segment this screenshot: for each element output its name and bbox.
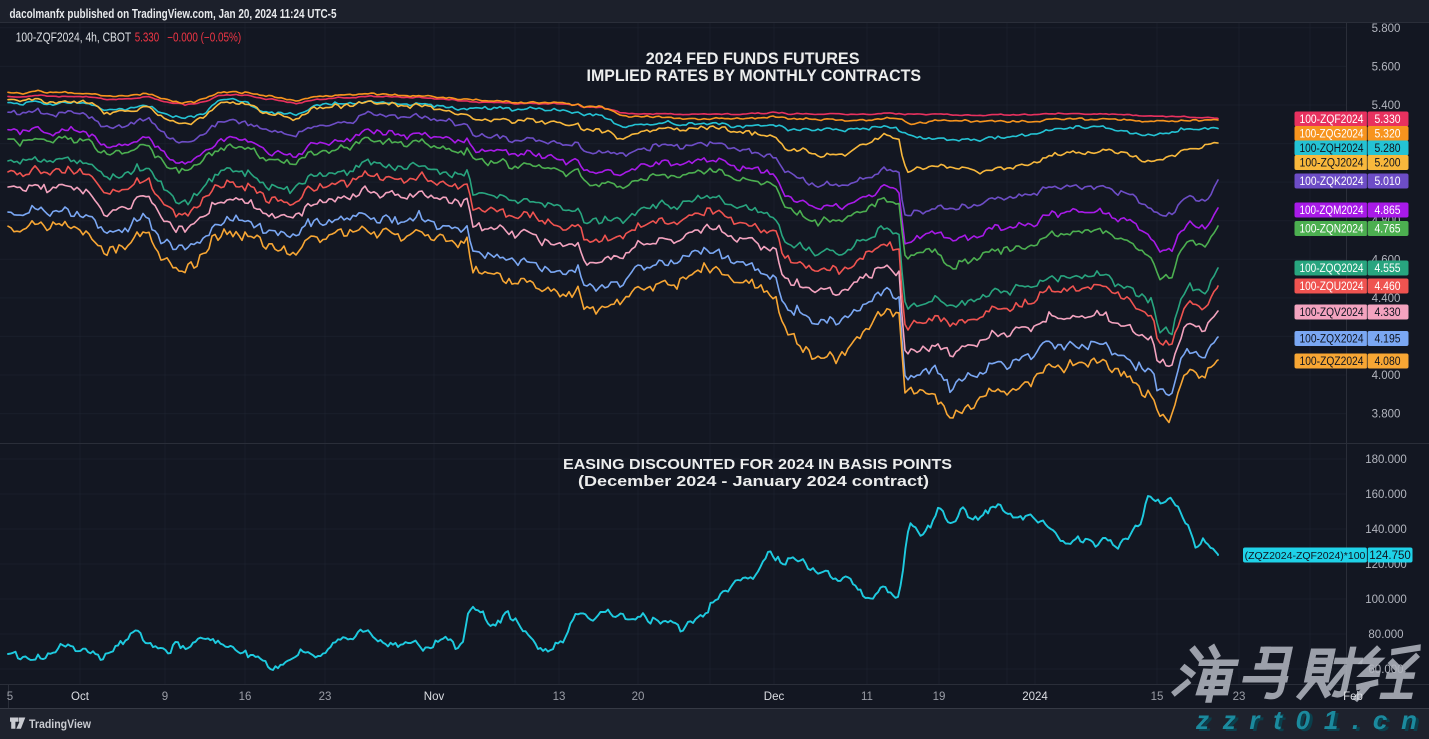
svg-text:100-ZQK2024: 100-ZQK2024 (1300, 176, 1365, 188)
svg-text:100-ZQN2024: 100-ZQN2024 (1300, 224, 1365, 236)
svg-text:5: 5 (7, 691, 13, 703)
svg-text:4.195: 4.195 (1375, 334, 1401, 346)
svg-text:dacolmanfx published on Tradin: dacolmanfx published on TradingView.com,… (10, 6, 337, 21)
svg-text:5.280: 5.280 (1375, 143, 1401, 155)
svg-text:100-ZQJ2024: 100-ZQJ2024 (1300, 158, 1365, 170)
svg-text:11: 11 (861, 691, 873, 703)
svg-text:5.200: 5.200 (1375, 158, 1401, 170)
svg-text:4.865: 4.865 (1375, 205, 1401, 217)
svg-text:EASING DISCOUNTED FOR 2024 IN: EASING DISCOUNTED FOR 2024 IN BASIS POIN… (563, 456, 952, 473)
svg-text:100-ZQM2024: 100-ZQM2024 (1300, 205, 1365, 217)
svg-text:4.330: 4.330 (1375, 307, 1401, 319)
svg-text:180.000: 180.000 (1365, 454, 1407, 466)
svg-text:60.000: 60.000 (1368, 664, 1403, 676)
svg-text:80.000: 80.000 (1368, 629, 1403, 641)
svg-text:Dec: Dec (764, 691, 785, 703)
svg-text:100-ZQF2024, 4h, CBOT: 100-ZQF2024, 4h, CBOT (16, 30, 132, 44)
svg-text:124.750: 124.750 (1369, 550, 1411, 562)
svg-text:5.600: 5.600 (1372, 61, 1401, 73)
svg-text:4.765: 4.765 (1375, 224, 1401, 236)
svg-text:100-ZQF2024: 100-ZQF2024 (1300, 114, 1365, 126)
svg-text:140.000: 140.000 (1365, 524, 1407, 536)
svg-text:5.010: 5.010 (1375, 176, 1401, 188)
svg-text:5.330: 5.330 (1375, 114, 1401, 126)
svg-text:100.000: 100.000 (1365, 594, 1407, 606)
svg-text:4.400: 4.400 (1372, 293, 1401, 305)
svg-text:IMPLIED RATES BY MONTHLY CONTR: IMPLIED RATES BY MONTHLY CONTRACTS (587, 67, 922, 85)
svg-text:3.800: 3.800 (1372, 409, 1401, 421)
svg-text:13: 13 (553, 691, 566, 703)
svg-text:TradingView: TradingView (29, 717, 92, 731)
svg-text:(December 2024 - January 2024: (December 2024 - January 2024 contract) (578, 473, 929, 490)
svg-text:100-ZQX2024: 100-ZQX2024 (1300, 334, 1365, 346)
svg-text:23: 23 (1233, 691, 1246, 703)
svg-text:100-ZQQ2024: 100-ZQQ2024 (1300, 263, 1365, 275)
svg-text:4.000: 4.000 (1372, 370, 1401, 382)
svg-text:4.080: 4.080 (1375, 356, 1401, 368)
svg-text:5.330: 5.330 (135, 30, 160, 44)
svg-text:2024: 2024 (1022, 691, 1048, 703)
svg-text:2024 FED FUNDS FUTURES: 2024 FED FUNDS FUTURES (646, 50, 860, 68)
svg-text:zzrt01.cn: zzrt01.cn (1198, 707, 1420, 737)
svg-text:−0.000 (−0.05%): −0.000 (−0.05%) (167, 30, 241, 44)
svg-text:160.000: 160.000 (1365, 489, 1407, 501)
svg-text:20: 20 (632, 691, 645, 703)
svg-text:Oct: Oct (71, 691, 90, 703)
svg-text:4.460: 4.460 (1375, 281, 1401, 293)
svg-text:9: 9 (162, 691, 168, 703)
svg-text:zzrt01.cn: zzrt01.cn (1195, 705, 1417, 735)
svg-text:5.400: 5.400 (1372, 100, 1401, 112)
svg-text:5.320: 5.320 (1375, 129, 1401, 141)
svg-text:100-ZQU2024: 100-ZQU2024 (1300, 281, 1365, 293)
svg-text:23: 23 (319, 691, 332, 703)
svg-text:5.800: 5.800 (1372, 23, 1401, 35)
svg-text:Nov: Nov (424, 691, 445, 703)
svg-text:19: 19 (933, 691, 946, 703)
svg-text:100-ZQV2024: 100-ZQV2024 (1300, 307, 1365, 319)
svg-text:16: 16 (239, 691, 252, 703)
svg-text:100-ZQZ2024: 100-ZQZ2024 (1300, 356, 1365, 368)
svg-text:Feb: Feb (1343, 691, 1363, 703)
svg-text:(ZQZ2024-ZQF2024)*100: (ZQZ2024-ZQF2024)*100 (1245, 550, 1366, 562)
svg-text:100-ZQH2024: 100-ZQH2024 (1300, 143, 1365, 155)
svg-text:4.555: 4.555 (1375, 263, 1401, 275)
svg-text:15: 15 (1151, 691, 1164, 703)
svg-text:100-ZQG2024: 100-ZQG2024 (1300, 129, 1365, 141)
